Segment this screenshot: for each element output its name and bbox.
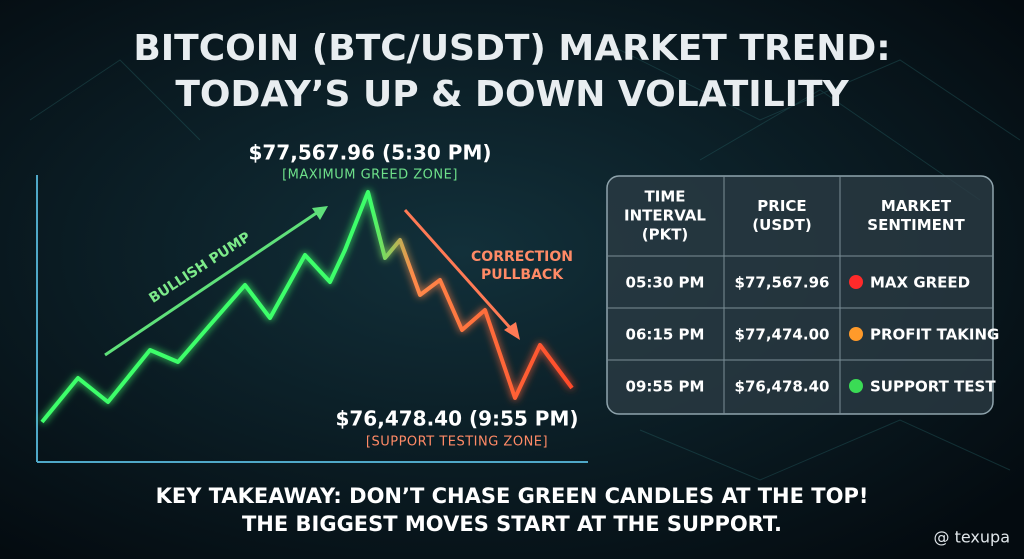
peak-label: $77,567.96 (5:30 PM) xyxy=(248,141,491,165)
price-line xyxy=(40,190,574,424)
table-cell: SUPPORT TEST xyxy=(870,378,996,396)
table-header: INTERVAL xyxy=(624,207,706,225)
annotation: CORRECTION xyxy=(471,249,573,265)
table-cell: MAX GREED xyxy=(870,274,970,292)
table-header: MARKET xyxy=(881,197,952,215)
title-line: TODAY’S UP & DOWN VOLATILITY xyxy=(175,74,849,115)
table-cell: $77,474.00 xyxy=(735,326,830,344)
table-grid xyxy=(607,176,993,414)
low-label: $76,478.40 (9:55 PM) xyxy=(335,407,578,431)
annotation: PULLBACK xyxy=(481,267,564,283)
table-cell: PROFIT TAKING xyxy=(870,326,999,344)
table-header: (PKT) xyxy=(642,226,689,244)
peak-zone: [MAXIMUM GREED ZONE] xyxy=(282,168,458,183)
trend-arrow xyxy=(104,210,319,357)
table-header: SENTIMENT xyxy=(867,216,965,234)
status-dot xyxy=(849,275,863,289)
table-header: (USDT) xyxy=(752,216,811,234)
takeaway: KEY TAKEAWAY: DON’T CHASE GREEN CANDLES … xyxy=(156,484,869,508)
arrow-head xyxy=(312,206,328,220)
title-line: BITCOIN (BTC/USDT) MARKET TREND: xyxy=(133,28,890,69)
table-cell: 09:55 PM xyxy=(626,378,705,396)
status-dot xyxy=(849,327,863,341)
table-header: PRICE xyxy=(757,197,806,215)
low-zone: [SUPPORT TESTING ZONE] xyxy=(366,435,548,450)
table-cell: $77,567.96 xyxy=(735,274,830,292)
table-cell: 05:30 PM xyxy=(626,274,705,292)
trend-arrow xyxy=(403,209,514,331)
arrow-head xyxy=(504,322,520,340)
table-header: TIME xyxy=(645,188,686,206)
table-cell: 06:15 PM xyxy=(626,326,705,344)
network-lines xyxy=(29,39,1021,481)
watermark: @ texupa xyxy=(934,528,1011,547)
table xyxy=(606,175,994,415)
table-cell: $76,478.40 xyxy=(735,378,830,396)
status-dot xyxy=(849,379,863,393)
takeaway: THE BIGGEST MOVES START AT THE SUPPORT. xyxy=(242,512,782,536)
